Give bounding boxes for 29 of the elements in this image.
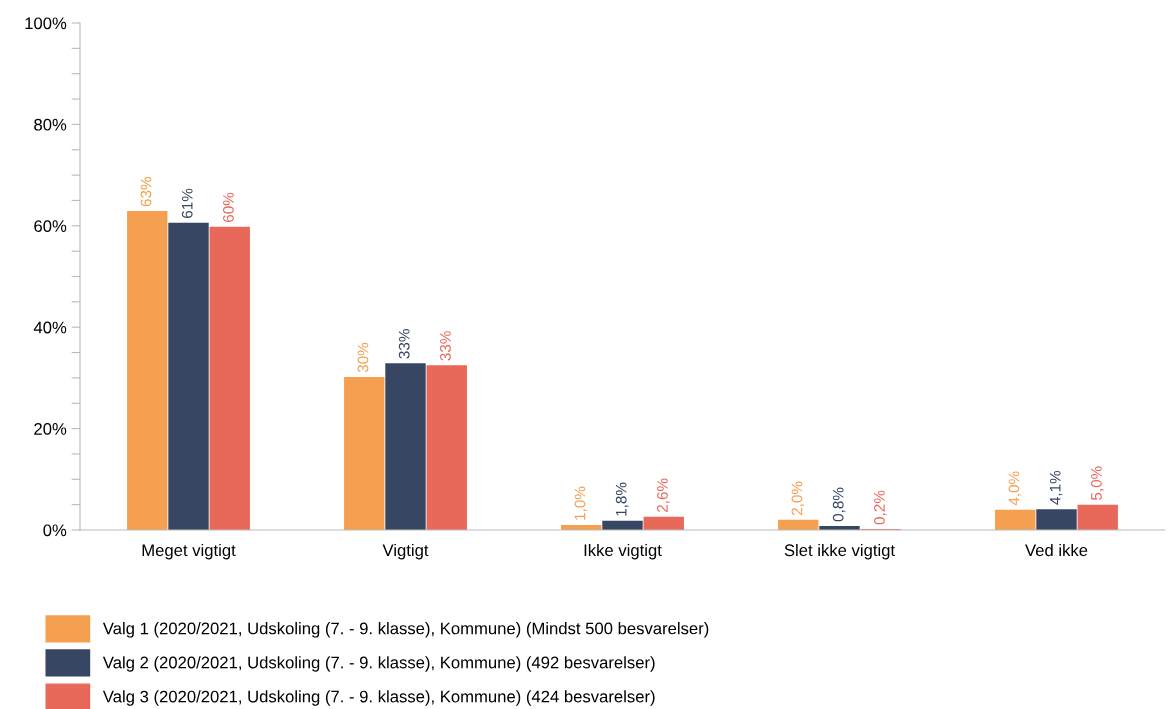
data-label: 1,8%: [615, 482, 629, 516]
y-tick-label: 20%: [34, 423, 67, 435]
legend-label: Valg 3 (2020/2021, Udskoling (7. - 9. klasse), Kommune) (424 besvarelser): [102, 690, 655, 706]
data-label: 60%: [223, 192, 234, 222]
data-label: 4,0%: [1008, 471, 1022, 506]
legend-label: Valg 2 (2020/2021, Udskoling (7. - 9. klasse), Kommune) (492 besvarelser): [102, 656, 655, 672]
data-label: 61%: [181, 188, 193, 218]
x-tick-label: Slet ikke vigtigt: [784, 543, 895, 560]
data-label: 0,8%: [832, 487, 846, 522]
x-tick-label: Meget vigtigt: [142, 543, 236, 560]
data-label: 4,1%: [1049, 470, 1063, 505]
x-tick-label: Ikke vigtigt: [584, 543, 662, 560]
data-label: 0,2%: [874, 490, 887, 525]
data-label: 30%: [357, 342, 369, 373]
legend-label: Valg 1 (2020/2021, Udskoling (7. - 9. klasse), Kommune) (Mindst 500 besvarelser): [102, 622, 709, 638]
y-tick-label: 0%: [43, 524, 67, 537]
y-tick-label: 40%: [33, 321, 67, 334]
data-label: 1,0%: [574, 486, 588, 520]
data-label: 33%: [398, 329, 410, 359]
data-label: 5,0%: [1091, 466, 1104, 500]
y-tick-label: 100%: [25, 17, 67, 30]
x-tick-label: Vigtigt: [382, 543, 429, 560]
y-tick-label: 80%: [34, 118, 67, 131]
data-label: 2,6%: [657, 478, 670, 512]
x-tick-label: Ved ikke: [1025, 543, 1088, 557]
data-label: 33%: [440, 331, 451, 361]
data-label: 63%: [140, 177, 152, 207]
y-tick-label: 60%: [34, 220, 67, 232]
data-label: 2,0%: [791, 481, 805, 516]
